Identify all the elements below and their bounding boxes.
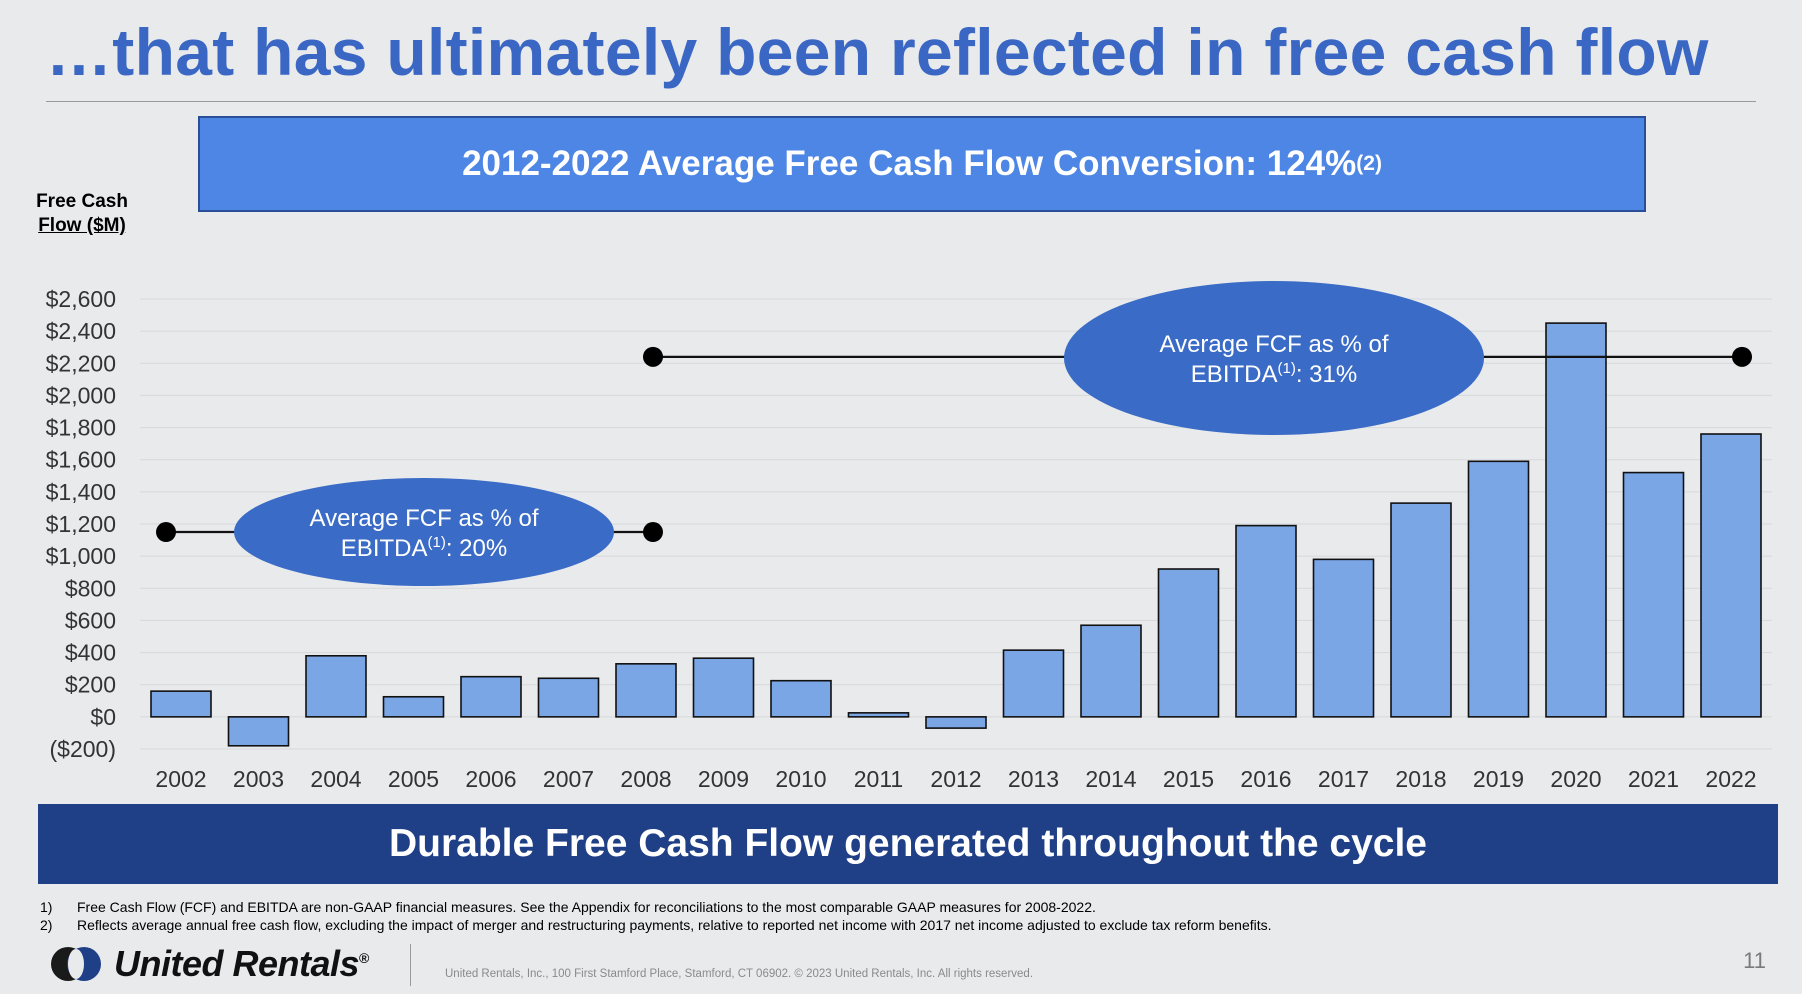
x-tick-label: 2017 [1318, 766, 1369, 792]
y-tick-label: $0 [90, 704, 116, 730]
y-tick-label: $1,200 [46, 511, 116, 537]
summary-banner: Durable Free Cash Flow generated through… [38, 804, 1778, 884]
x-tick-label: 2009 [698, 766, 749, 792]
united-rentals-mark-icon [51, 947, 101, 981]
x-tick-label: 2014 [1085, 766, 1136, 792]
bar-2012 [925, 716, 987, 729]
x-tick-label: 2006 [465, 766, 516, 792]
footnote-number: 1) [40, 899, 53, 915]
x-tick-label: 2004 [310, 766, 361, 792]
footer-divider [410, 944, 411, 986]
annotation-callout [234, 478, 614, 586]
y-tick-label: $2,600 [46, 286, 116, 312]
annotation-label-line1: Average FCF as % of [310, 505, 539, 532]
y-tick-label: $2,200 [46, 350, 116, 376]
annotation-label-line2: EBITDA(1): 20% [341, 534, 507, 562]
x-tick-label: 2021 [1628, 766, 1679, 792]
x-tick-label: 2003 [233, 766, 284, 792]
x-tick-label: 2019 [1473, 766, 1524, 792]
footnote-1: 1) Free Cash Flow (FCF) and EBITDA are n… [40, 898, 1780, 916]
y-tick-label: ($200) [50, 736, 116, 762]
y-axis-title-line2: Flow ($M) [38, 215, 126, 236]
y-tick-label: $400 [65, 640, 116, 666]
copyright-text: United Rentals, Inc., 100 First Stamford… [445, 968, 1034, 980]
x-tick-label: 2007 [543, 766, 594, 792]
bar-2006 [460, 675, 522, 718]
y-tick-label: $1,000 [46, 543, 116, 569]
annotation-end-dot [1732, 346, 1752, 367]
registered-mark: ® [359, 950, 369, 966]
y-tick-label: $1,600 [46, 447, 116, 473]
bar-2020 [1545, 322, 1607, 718]
footnote-text: Free Cash Flow (FCF) and EBITDA are non-… [77, 899, 1096, 915]
x-tick-label: 2008 [620, 766, 671, 792]
y-tick-label: $2,000 [46, 382, 116, 408]
x-tick-label: 2005 [388, 766, 439, 792]
x-tick-label: 2010 [775, 766, 826, 792]
bar-2004 [305, 654, 367, 718]
annotation-label-line1: Average FCF as % of [1160, 331, 1389, 358]
bar-2013 [1002, 649, 1065, 718]
y-tick-label: $800 [65, 575, 116, 601]
x-tick-label: 2002 [155, 766, 206, 792]
bar-2005 [382, 695, 445, 718]
bar-2016 [1235, 524, 1297, 718]
bar-2017 [1312, 558, 1375, 718]
bar-2015 [1157, 568, 1220, 718]
united-rentals-logo: United Rentals® [46, 943, 369, 985]
brand-name: United Rentals® [114, 943, 369, 985]
conversion-banner: 2012-2022 Average Free Cash Flow Convers… [198, 116, 1646, 212]
x-tick-label: 2022 [1705, 766, 1756, 792]
x-tick-label: 2020 [1550, 766, 1601, 792]
footnote-number: 2) [40, 917, 53, 933]
bar-2008 [615, 663, 677, 718]
bar-2018 [1390, 502, 1452, 718]
x-tick-label: 2016 [1240, 766, 1291, 792]
x-tick-labels: 2002 2003 2004 2005 2006 2007 2008 2009 2010 2011… [155, 766, 1756, 792]
y-axis-title-line1: Free Cash [36, 191, 128, 212]
y-tick-label: $1,400 [46, 479, 116, 505]
footnote-text: Reflects average annual free cash flow, … [77, 917, 1272, 933]
bar-2019 [1467, 460, 1530, 718]
conversion-banner-text: 2012-2022 Average Free Cash Flow Convers… [462, 144, 1357, 183]
y-tick-label: $1,800 [46, 415, 116, 441]
y-axis-title: Free Cash Flow ($M) [30, 190, 134, 238]
annotation-callout [1064, 281, 1484, 435]
page-number: 11 [1743, 948, 1766, 973]
footnote-2: 2) Reflects average annual free cash flo… [40, 916, 1780, 934]
bar-2002 [150, 690, 212, 718]
annotation-start-dot [643, 346, 663, 367]
y-tick-label: $2,400 [46, 318, 116, 344]
annotation-end-dot [643, 522, 663, 543]
y-tick-labels: $2,600 $2,400 $2,200 $2,000 $1,800 $1,600 $1,4… [46, 286, 116, 762]
x-tick-label: 2013 [1008, 766, 1059, 792]
y-tick-label: $200 [65, 672, 116, 698]
x-tick-label: 2011 [854, 766, 903, 792]
bar-2003 [227, 716, 290, 747]
bar-2009 [692, 657, 755, 718]
bar-2011 [847, 712, 910, 718]
slide-title: …that has ultimately been reflected in f… [46, 15, 1709, 89]
bar-2021 [1622, 471, 1685, 718]
x-tick-label: 2018 [1395, 766, 1446, 792]
bar-2014 [1080, 624, 1142, 718]
footnotes: 1) Free Cash Flow (FCF) and EBITDA are n… [40, 898, 1780, 934]
conversion-banner-footnote-ref: (2) [1356, 152, 1382, 175]
bar-2010 [770, 679, 832, 718]
annotation-start-dot [156, 522, 176, 543]
bars [150, 322, 1762, 747]
y-tick-label: $600 [65, 607, 116, 633]
brand-name-text: United Rentals [114, 943, 360, 984]
annotation-label-line2: EBITDA(1): 31% [1191, 360, 1357, 388]
bar-2007 [537, 677, 600, 718]
x-tick-label: 2015 [1163, 766, 1214, 792]
bar-2022 [1700, 433, 1762, 718]
title-divider [46, 101, 1756, 102]
x-tick-label: 2012 [930, 766, 981, 792]
